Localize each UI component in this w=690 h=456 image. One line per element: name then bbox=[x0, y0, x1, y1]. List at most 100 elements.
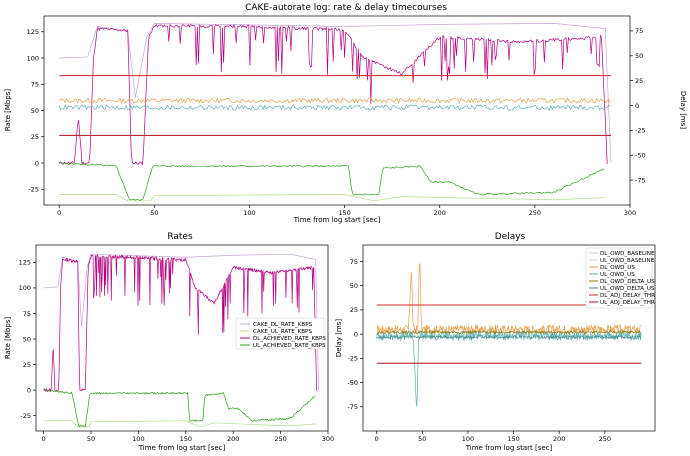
rates-axes-frame bbox=[35, 244, 329, 432]
delays-legend-label: UL_OWD_BASELINE bbox=[600, 258, 655, 264]
rates-y-tick-label: 125 bbox=[19, 259, 31, 267]
top-y2-tick-label: -75 bbox=[635, 176, 646, 184]
delays-legend-label: UL_OWD_DELTA_US bbox=[600, 286, 655, 292]
top-y2-tick-label: -50 bbox=[635, 152, 646, 160]
top-panel: CAKE-autorate log: rate & delay timecour… bbox=[4, 3, 687, 224]
rates-y-tick-label: 75 bbox=[23, 310, 31, 318]
rates-y-tick-label: 0 bbox=[27, 386, 31, 394]
delays-y-tick-label: 25 bbox=[350, 306, 358, 314]
top-series-ul-owd-us bbox=[58, 104, 611, 111]
delays-title: Delays bbox=[495, 232, 526, 242]
delays-x-tick-label: 200 bbox=[553, 435, 565, 443]
top-x-ticks: 0 50 100 150 200 250 300 bbox=[57, 205, 636, 217]
top-y2-tick-label: -25 bbox=[635, 127, 646, 135]
delays-x-tick-label: 50 bbox=[418, 435, 426, 443]
top-x-tick-label: 250 bbox=[529, 209, 541, 217]
rates-legend-label: UL_ACHIEVED_RATE_KBPS bbox=[253, 343, 326, 349]
rates-legend-label: CAKE_DL_RATE_KBPS bbox=[253, 322, 313, 328]
delays-legend-label: DL_ADJ_DELAY_THR bbox=[600, 293, 655, 299]
top-series-dl-achieved-rate-kbps bbox=[59, 23, 608, 166]
top-title: CAKE-autorate log: rate & delay timecour… bbox=[245, 3, 447, 13]
delays-panel: Delays 0 50 100 150 200 250 -75-50-250255075 … bbox=[335, 232, 656, 452]
top-x-tick-label: 150 bbox=[338, 209, 350, 217]
rates-x-label: Time from log start [sec] bbox=[138, 444, 226, 452]
top-x-tick-label: 200 bbox=[434, 209, 446, 217]
rates-title: Rates bbox=[167, 232, 193, 242]
delays-x-tick-label: 100 bbox=[462, 435, 474, 443]
rates-x-tick-label: 200 bbox=[227, 435, 239, 443]
top-y2-tick-label: 75 bbox=[635, 27, 643, 35]
top-x-tick-label: 50 bbox=[150, 209, 158, 217]
delays-y-tick-label: 50 bbox=[350, 282, 358, 290]
top-series-dl-owd-us bbox=[59, 97, 611, 105]
top-y2-tick-label: 0 bbox=[635, 102, 639, 110]
top-series-cake-ul-rate-kbps bbox=[59, 194, 606, 202]
rates-x-tick-label: 300 bbox=[322, 435, 334, 443]
delays-y-tick-label: -50 bbox=[347, 379, 358, 387]
rates-y-ticks: -25 0 25 50 75 100 125 bbox=[19, 259, 36, 420]
delays-series-ul-owd-us bbox=[376, 330, 642, 407]
rates-plot-area bbox=[43, 253, 319, 428]
top-x-tick-label: 300 bbox=[624, 209, 636, 217]
rates-y-tick-label: 50 bbox=[23, 335, 31, 343]
delays-legend-box bbox=[585, 247, 653, 309]
top-axes-frame bbox=[43, 15, 631, 206]
top-series-cake-dl-rate-kbps bbox=[59, 22, 612, 164]
delays-y-tick-label: -25 bbox=[347, 355, 358, 363]
delays-legend: DL_OWD_BASELINEUL_OWD_BASELINEDL_OWD_USU… bbox=[585, 247, 655, 309]
delays-x-label: Time from log start [sec] bbox=[465, 444, 553, 452]
top-y-label: Rate [Mbps] bbox=[4, 89, 12, 132]
rates-x-tick-label: 150 bbox=[180, 435, 192, 443]
rates-x-tick-label: 50 bbox=[87, 435, 95, 443]
top-y-tick-label: 100 bbox=[27, 54, 39, 62]
top-y-tick-label: -25 bbox=[28, 186, 39, 194]
delays-legend-label: DL_OWD_DELTA_US bbox=[600, 279, 655, 285]
delays-y-tick-label: 0 bbox=[354, 330, 358, 338]
top-plot-area bbox=[58, 22, 612, 202]
rates-series-cake-dl-rate-kbps bbox=[43, 253, 319, 391]
rates-legend-label: CAKE_UL_RATE_KBPS bbox=[253, 329, 312, 335]
top-x-tick-label: 100 bbox=[243, 209, 255, 217]
delays-x-ticks: 0 50 100 150 200 250 bbox=[375, 431, 611, 443]
top-y2-tick-label: 25 bbox=[635, 77, 643, 85]
delays-series-dl-owd-us bbox=[376, 263, 642, 335]
delays-axes-frame bbox=[362, 244, 656, 432]
rates-series-cake-ul-rate-kbps bbox=[43, 420, 316, 428]
rates-panel: Rates 0 50 100 150 200 250 300 -25 0 25 50 75 100 12… bbox=[4, 232, 334, 452]
delays-legend-label: DL_OWD_US bbox=[600, 265, 635, 271]
rates-y-label: Rate [Mbps] bbox=[4, 317, 12, 360]
delays-y-label: Delay [ms] bbox=[335, 319, 343, 357]
rates-legend-label: DL_ACHIEVED_RATE_KBPS bbox=[253, 336, 326, 342]
delays-legend-label: UL_OWD_US bbox=[600, 272, 635, 278]
delays-series-ul-owd-delta-us bbox=[376, 334, 642, 340]
rates-series-ul-achieved-rate-kbps bbox=[43, 389, 316, 428]
top-y2-tick-label: 50 bbox=[635, 52, 643, 60]
rates-x-tick-label: 0 bbox=[42, 435, 46, 443]
top-y-tick-label: 75 bbox=[31, 81, 39, 89]
rates-legend-box bbox=[235, 317, 325, 350]
top-y-tick-label: 0 bbox=[35, 159, 39, 167]
rates-x-tick-label: 250 bbox=[274, 435, 286, 443]
top-y-ticks: -25 0 25 50 75 100 125 bbox=[27, 28, 44, 194]
delays-legend-label: DL_OWD_BASELINE bbox=[600, 251, 655, 257]
rates-y-tick-label: -25 bbox=[20, 412, 31, 420]
top-y2-ticks: -75 -50 -25 0 25 50 75 bbox=[630, 27, 646, 184]
rates-legend: CAKE_DL_RATE_KBPSCAKE_UL_RATE_KBPSDL_ACH… bbox=[235, 317, 326, 350]
delays-y-tick-label: 75 bbox=[350, 258, 358, 266]
top-y2-label: Delay [ms] bbox=[679, 91, 687, 129]
rates-series-dl-achieved-rate-kbps bbox=[43, 254, 317, 393]
delays-x-tick-label: 150 bbox=[507, 435, 519, 443]
delays-y-ticks: -75 -50 -25 0 25 50 75 bbox=[347, 258, 363, 411]
rates-y-tick-label: 100 bbox=[19, 284, 31, 292]
delays-series-dl-owd-delta-us bbox=[376, 329, 641, 335]
rates-x-ticks: 0 50 100 150 200 250 300 bbox=[42, 431, 334, 443]
delays-legend-label: UL_ADJ_DELAY_THR bbox=[600, 300, 655, 306]
top-series-ul-achieved-rate-kbps bbox=[59, 162, 605, 201]
top-y-tick-label: 125 bbox=[27, 28, 39, 36]
top-x-label: Time from log start [sec] bbox=[293, 216, 381, 224]
delays-x-tick-label: 250 bbox=[599, 435, 611, 443]
rates-x-tick-label: 100 bbox=[132, 435, 144, 443]
delays-y-tick-label: -75 bbox=[347, 403, 358, 411]
rates-y-tick-label: 25 bbox=[23, 361, 31, 369]
